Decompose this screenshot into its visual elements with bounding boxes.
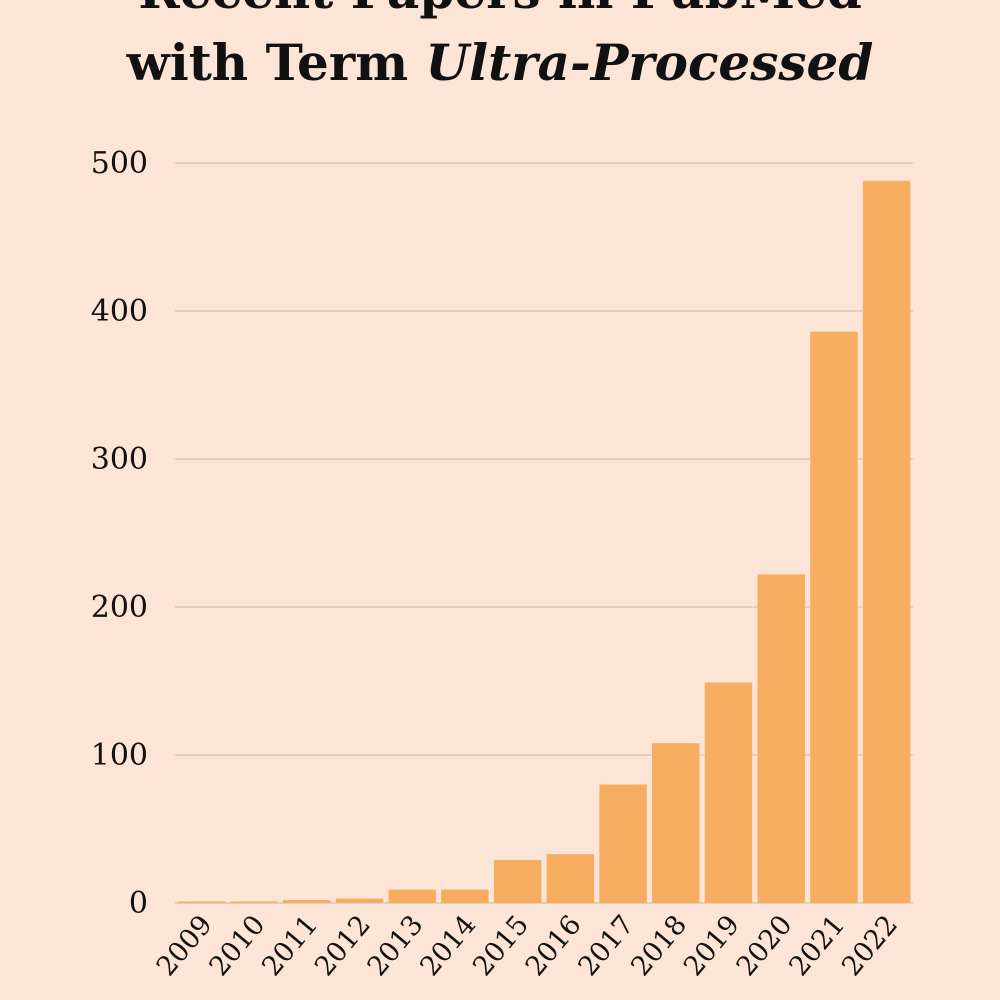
y-tick-label: 400	[91, 294, 148, 329]
y-tick-label: 500	[91, 146, 148, 181]
y-tick-label: 100	[91, 738, 148, 773]
chart-title-part: with Term	[126, 33, 408, 92]
bar	[441, 889, 489, 903]
bar	[704, 682, 753, 903]
bar	[546, 854, 595, 903]
bar	[283, 900, 331, 903]
bar	[388, 889, 436, 903]
y-tick-label: 300	[91, 442, 148, 477]
bar	[599, 784, 647, 903]
bar	[757, 574, 805, 903]
bar	[230, 901, 278, 903]
chart-title: Recent Papers in PubMed	[138, 0, 862, 20]
y-tick-label: 0	[129, 886, 148, 921]
bar	[177, 901, 226, 903]
bar	[652, 743, 700, 903]
chart-title-emphasis: Ultra-Processed	[426, 33, 874, 92]
bar	[862, 180, 911, 903]
bar	[810, 331, 858, 904]
bar	[493, 860, 542, 903]
y-tick-label: 200	[91, 590, 148, 625]
bar	[335, 898, 384, 903]
chart-title: with Term Ultra-Processed	[126, 33, 874, 92]
